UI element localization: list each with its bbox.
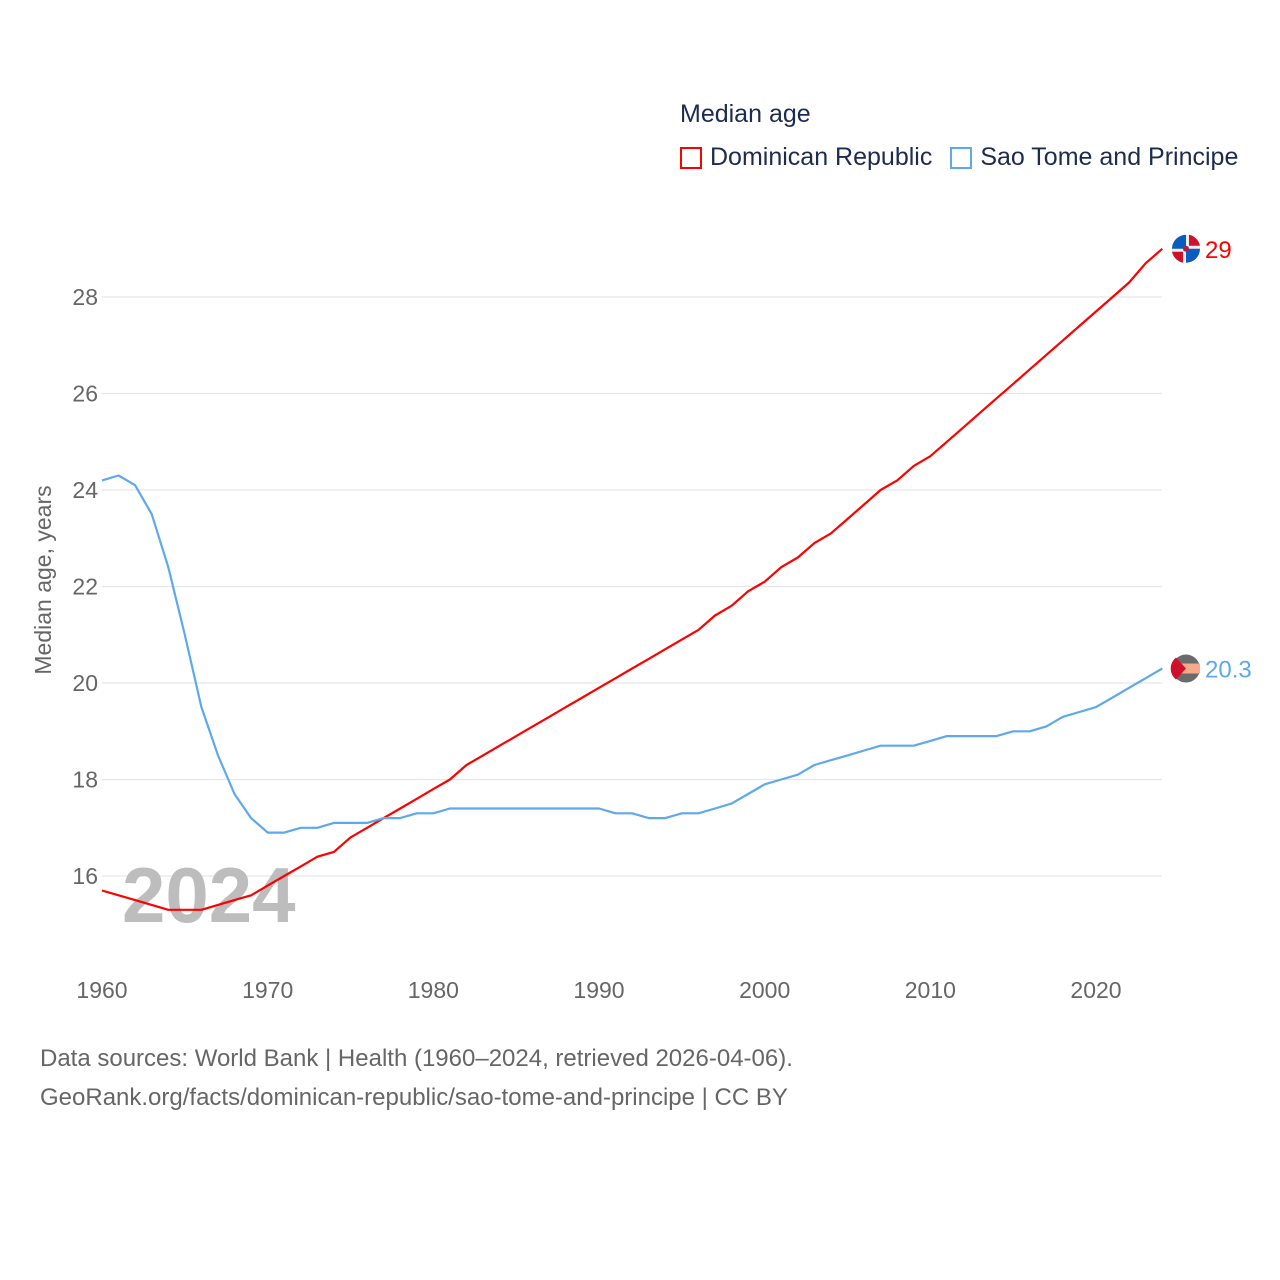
legend-swatch xyxy=(950,146,973,169)
flag-quadrant xyxy=(1189,234,1200,246)
end-value-label: 29 xyxy=(1205,237,1232,264)
legend-title: Median age xyxy=(680,100,811,128)
x-tick-label: 1990 xyxy=(573,977,624,1003)
flag-emblem xyxy=(1183,245,1189,252)
x-tick-label: 2020 xyxy=(1070,977,1121,1003)
y-tick-label: 16 xyxy=(72,863,98,889)
legend-label: Dominican Republic xyxy=(710,143,933,171)
y-tick-label: 18 xyxy=(72,767,98,793)
end-value-label: 20.3 xyxy=(1205,657,1252,684)
legend: Dominican Republic Sao Tome and Principe xyxy=(680,143,1256,172)
y-tick-label: 20 xyxy=(72,670,98,696)
legend-swatch xyxy=(680,146,702,169)
x-tick-label: 1980 xyxy=(408,977,459,1003)
year-watermark: 2024 xyxy=(122,851,296,939)
y-tick-label: 28 xyxy=(72,284,98,310)
legend-item-dominican-republic[interactable]: Dominican Republic xyxy=(680,143,932,172)
y-axis-label: Median age, years xyxy=(30,485,56,674)
y-tick-label: 24 xyxy=(72,477,98,503)
legend-label: Sao Tome and Principe xyxy=(980,143,1239,171)
x-tick-label: 2000 xyxy=(739,977,790,1003)
flag-quadrant xyxy=(1172,251,1183,263)
x-tick-label: 2010 xyxy=(905,977,956,1003)
legend-item-sao-tome[interactable]: Sao Tome and Principe xyxy=(950,143,1238,172)
flag-quadrant xyxy=(1186,248,1200,263)
x-tick-label: 1970 xyxy=(242,977,293,1003)
x-tick-label: 1960 xyxy=(76,977,127,1003)
series-line-dominican-republic xyxy=(101,247,1164,911)
series-line-sao-tome xyxy=(101,474,1163,834)
flag-quadrant xyxy=(1172,234,1186,249)
y-tick-label: 26 xyxy=(72,381,98,407)
flag-triangle xyxy=(1170,657,1186,680)
footer-source: Data sources: World Bank | Health (1960–… xyxy=(40,1045,793,1072)
footer-link[interactable]: GeoRank.org/facts/dominican-republic/sao… xyxy=(40,1084,788,1111)
flag-stripe xyxy=(1174,663,1200,674)
y-tick-label: 22 xyxy=(72,574,98,600)
